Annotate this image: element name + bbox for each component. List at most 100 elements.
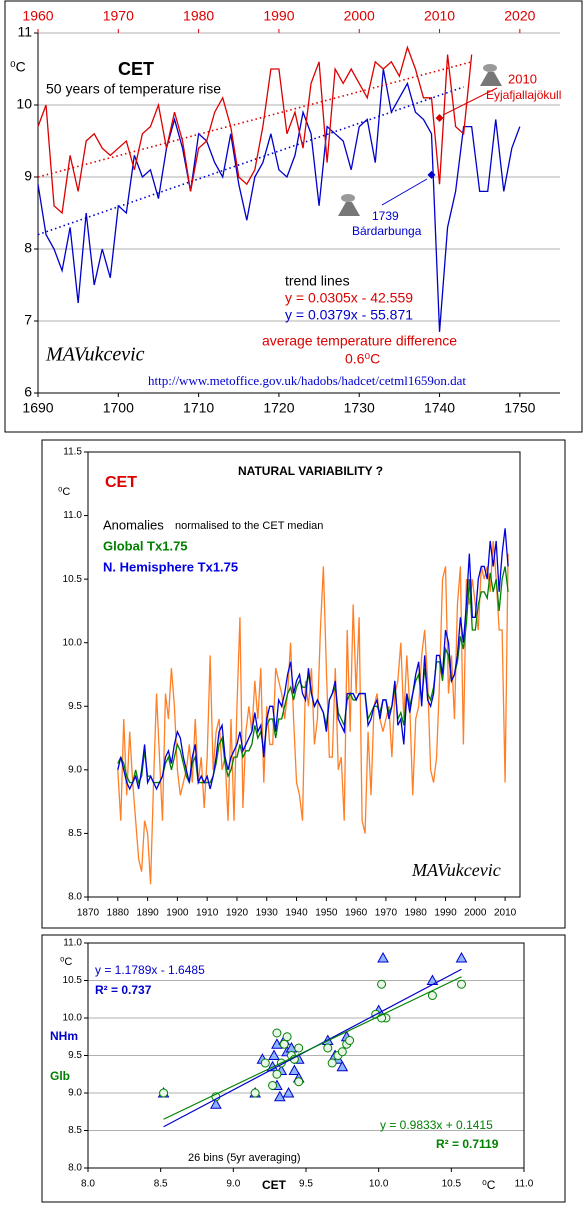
x-tick-label: 10.0 (369, 1179, 389, 1190)
annotation: Anomalies (103, 517, 164, 532)
x-tick-label: 1900 (166, 908, 189, 919)
point (455, 951, 468, 963)
legend-label: Global Tx1.75 (103, 538, 188, 553)
marker (435, 113, 444, 122)
x-tick-label: 10.5 (442, 1179, 462, 1190)
marker (427, 170, 436, 179)
y-tick-label: 6 (24, 384, 32, 400)
chart-frame (4, 0, 583, 433)
point (268, 1081, 278, 1090)
x2-tick-label: 1980 (183, 8, 214, 24)
x-unit: ⁰C (482, 1178, 496, 1192)
x-tick-label: 1910 (196, 908, 219, 919)
point (273, 1090, 286, 1102)
y-tick-label: 8.5 (68, 1125, 82, 1136)
x-tick-label: 1890 (136, 908, 159, 919)
legend-label: N. Hemisphere Tx1.75 (103, 559, 238, 574)
equation: y = 0.9833x + 0.1415 (380, 1118, 493, 1132)
y-tick-label: 11 (17, 24, 32, 40)
x-tick-label: 9.0 (226, 1179, 240, 1190)
x-tick-label: 8.5 (154, 1179, 168, 1190)
y-unit: ⁰C (58, 486, 70, 498)
x-tick-label: 1930 (256, 908, 279, 919)
point (327, 1058, 337, 1068)
x-tick-label: 2010 (494, 908, 517, 919)
legend-label: CET (105, 474, 137, 491)
x-tick-label: 11.0 (515, 1179, 534, 1190)
point (282, 1032, 292, 1042)
y-tick-label: 11.0 (63, 938, 82, 949)
x-tick-label: 1960 (345, 908, 368, 919)
fit-line (163, 976, 462, 1120)
point (457, 979, 467, 989)
annotation: y = 0.0379x - 55.871 (285, 307, 413, 323)
x-tick-label: 1990 (434, 908, 457, 919)
point (427, 991, 437, 1000)
annotation: normalised to the CET median (175, 520, 323, 532)
chart: 8.0 8.5 9.0 9.5 10.0 10.5 11.0 8.0 8.5 9.0 9.5 10.0… (41, 934, 566, 1203)
y-tick-label: 11.5 (63, 447, 82, 458)
y-tick-label: 9.5 (68, 701, 82, 712)
x-tick-label: 1870 (77, 908, 100, 919)
point (210, 1098, 222, 1109)
y-tick-label: 10.0 (63, 637, 83, 648)
x2-tick-label: 1960 (22, 8, 53, 24)
x2-tick-label: 2020 (504, 8, 535, 24)
annotation: Bárdarbunga (352, 224, 422, 238)
line (117, 528, 509, 791)
r-squared: R² = 0.7119 (436, 1137, 499, 1151)
point (377, 979, 387, 989)
chart: 8.0 8.5 9.0 9.5 10.0 10.5 11.0 11.5 1870 1880 1890… (41, 439, 566, 929)
line (37, 45, 473, 215)
y-unit: ⁰C (10, 59, 26, 75)
x-tick-label: 1980 (405, 908, 428, 919)
y-tick-label: 9.0 (68, 764, 82, 775)
x-tick-label: 1740 (424, 400, 455, 416)
chart-title: CET (118, 59, 154, 79)
point (294, 1043, 304, 1053)
plot-frame (87, 451, 521, 898)
annotation: Eyjafjallajökull (486, 88, 561, 102)
annotation: 2010 (508, 71, 537, 86)
annotation: average temperature difference (262, 333, 457, 349)
annotation: 26 bins (5yr averaging) (188, 1152, 301, 1164)
chart-subtitle: 50 years of temperature rise (46, 81, 221, 97)
point (250, 1088, 260, 1098)
x-tick-label: 1970 (375, 908, 398, 919)
volcano-icon (338, 194, 360, 216)
point (272, 1069, 282, 1079)
x-tick-label: 1700 (103, 400, 134, 416)
point (337, 1047, 347, 1057)
y-tick-label: 10.0 (63, 1013, 83, 1024)
point (159, 1088, 169, 1098)
point (282, 1086, 295, 1098)
annotation: 0.6⁰C (345, 351, 380, 367)
volcano-icon (480, 64, 502, 86)
x-tick-label: 1710 (183, 400, 214, 416)
y-tick-label: 10 (16, 96, 32, 112)
line (37, 68, 521, 332)
x2-tick-label: 1970 (103, 8, 134, 24)
legend-label: NHm (50, 1029, 78, 1043)
y-unit: ⁰C (60, 956, 72, 968)
arrow (442, 87, 498, 116)
y-tick-label: 8.0 (68, 1163, 82, 1174)
x-tick-label: 1750 (504, 400, 535, 416)
x-tick-label: 9.5 (299, 1179, 313, 1190)
signature: MAVukcevic (45, 344, 145, 366)
chart-title: NATURAL VARIABILITY ? (238, 464, 383, 478)
source-url: http://www.metoffice.gov.uk/hadobs/hadce… (148, 373, 466, 388)
x2-tick-label: 2010 (424, 8, 455, 24)
point (323, 1043, 333, 1053)
y-tick-label: 10.5 (63, 574, 83, 585)
x-tick-label: 2000 (464, 908, 487, 919)
x-tick-label: 1880 (107, 908, 130, 919)
y-tick-label: 8.0 (68, 892, 82, 903)
y-tick-label: 9 (24, 168, 32, 184)
x-tick-label: 1920 (226, 908, 249, 919)
x-tick-label: 1720 (263, 400, 294, 416)
x-tick-label: 8.0 (81, 1179, 95, 1190)
arrow (381, 178, 428, 206)
line (117, 540, 509, 885)
